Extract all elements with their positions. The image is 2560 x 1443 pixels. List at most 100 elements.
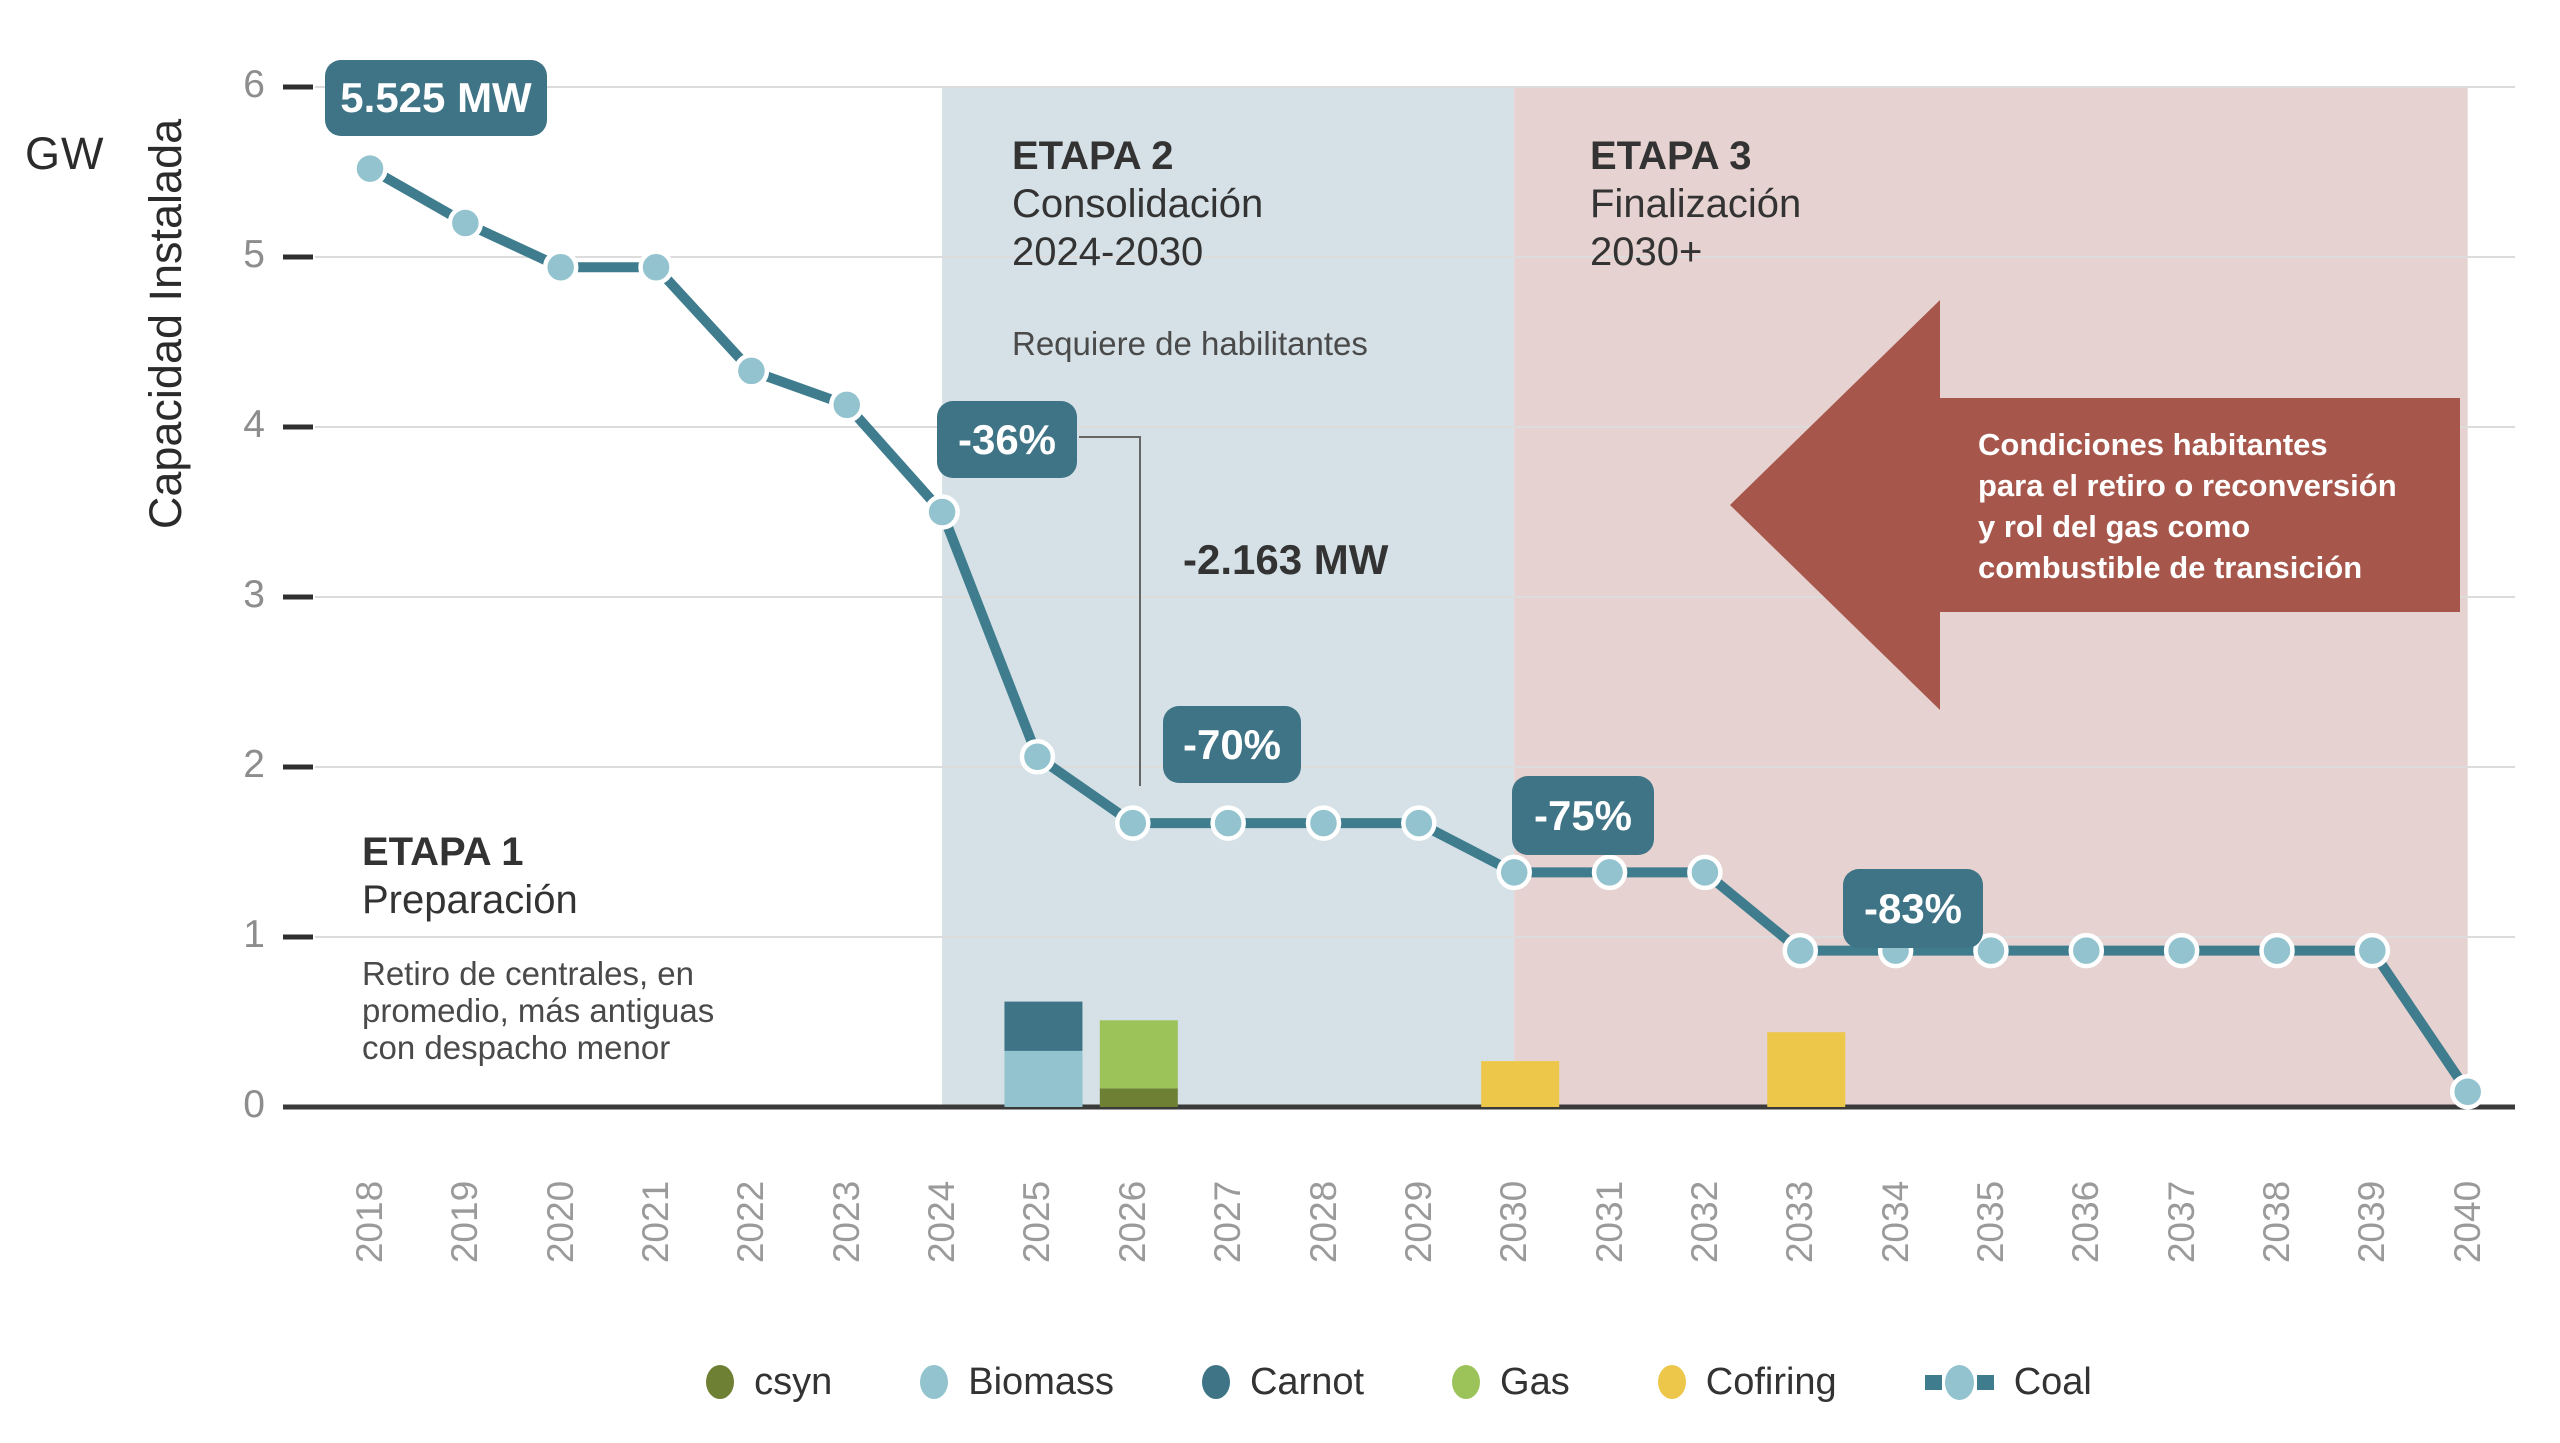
- csyn-swatch-icon: [706, 1365, 735, 1399]
- legend-label: csyn: [754, 1360, 833, 1403]
- legend-item-gas: Gas: [1452, 1361, 1570, 1404]
- x-tick-label-2028: 2028: [1302, 1180, 1344, 1264]
- x-tick-label-2029: 2029: [1397, 1180, 1439, 1264]
- delta-bracket-line: [1079, 436, 1141, 786]
- x-tick-label-2020: 2020: [539, 1180, 581, 1264]
- x-tick-label-2027: 2027: [1207, 1180, 1249, 1264]
- x-tick-label-2018: 2018: [349, 1180, 390, 1264]
- text-line: promedio, más antiguas: [362, 992, 715, 1029]
- y-tick-label-4: 4: [243, 403, 265, 446]
- bar-2026-Gas: [1099, 1020, 1178, 1089]
- text-line: Finalización: [1590, 182, 1802, 226]
- coal-point-2021: [638, 249, 674, 285]
- x-tick-label-2037: 2037: [2160, 1180, 2202, 1264]
- text-line: Consolidación: [1012, 182, 1264, 226]
- coal-point-2036: [2068, 932, 2105, 969]
- stage-1-note: Retiro de centrales, en promedio, más ant…: [362, 955, 714, 1066]
- x-tick-label-2031: 2031: [1588, 1180, 1630, 1264]
- coal-point-2033: [1782, 932, 1818, 969]
- legend-item-cofiring: Cofiring: [1657, 1360, 1837, 1404]
- x-tick-label-2022: 2022: [730, 1180, 772, 1264]
- biomass-swatch-icon: [920, 1365, 949, 1399]
- stage-2-title: ETAPA 2: [1012, 134, 1174, 178]
- x-tick-label-2026: 2026: [1111, 1180, 1153, 1264]
- legend-glyph: [1924, 1374, 1942, 1390]
- legend-label: Gas: [1500, 1360, 1570, 1403]
- legend-label: Biomass: [968, 1360, 1114, 1403]
- x-tick-label-2030: 2030: [1493, 1180, 1535, 1264]
- x-tick-label-2032: 2032: [1683, 1180, 1725, 1264]
- legend-item-biomass: Biomass: [920, 1361, 1114, 1404]
- badge--36-: -36%: [937, 401, 1077, 478]
- legend-glyph: [1976, 1374, 1994, 1390]
- coal-point-2025: [1019, 739, 1056, 775]
- legend-item-csyn: csyn: [706, 1361, 832, 1404]
- y-tick-label-5: 5: [243, 233, 265, 276]
- chart-legend: csyn Biomass Carnot Gas Cofiring Coal: [283, 1352, 2515, 1412]
- x-tick-label-2025: 2025: [1016, 1180, 1058, 1264]
- text-line: y rol del gas como: [1978, 509, 2251, 544]
- text-line: combustible de transición: [1978, 550, 2363, 585]
- stage-3-title: ETAPA 3: [1590, 134, 1752, 178]
- coal-point-2037: [2163, 932, 2200, 969]
- y-tick-label-1: 1: [243, 913, 265, 956]
- coal-point-2022: [733, 353, 770, 389]
- stage-1-label: ETAPA 1 Preparación: [362, 828, 578, 924]
- coal-point-2035: [1973, 932, 2009, 969]
- coal-point-2026: [1115, 805, 1151, 841]
- carnot-swatch-icon: [1201, 1365, 1230, 1399]
- y-tick-label-0: 0: [243, 1083, 265, 1126]
- text-line: Preparación: [362, 878, 578, 922]
- coal-point-2032: [1687, 854, 1723, 891]
- bar-2025-Biomass: [1004, 1050, 1083, 1107]
- coal-point-2023: [829, 387, 865, 423]
- left-arrow-shape: [1730, 300, 2460, 710]
- coal-point-2028: [1305, 805, 1342, 841]
- coal-point-2038: [2259, 932, 2295, 969]
- legend-item-coal: Coal: [1924, 1361, 2092, 1404]
- x-tick-label-2033: 2033: [1779, 1180, 1821, 1264]
- coal-point-2018: [352, 150, 388, 187]
- badge-5-525-mw: 5.525 MW: [325, 60, 547, 136]
- y-axis-unit-label: GW: [25, 128, 105, 179]
- coal-point-2020: [542, 249, 579, 285]
- bar-2033-Cofiring: [1767, 1032, 1846, 1107]
- y-axis-title: Capacidad Instalada: [140, 118, 191, 530]
- y-tick-label-2: 2: [243, 743, 265, 786]
- arrow-annotation-text: Condiciones habitantes para el retiro o r…: [1978, 424, 2397, 588]
- stage-3-label: ETAPA 3 Finalización 2030+: [1590, 132, 1801, 276]
- x-tick-label-2035: 2035: [1969, 1180, 2011, 1264]
- x-tick-label-2019: 2019: [444, 1180, 486, 1264]
- bar-2030-Cofiring: [1481, 1061, 1560, 1107]
- text-line: Retiro de centrales, en: [362, 955, 695, 992]
- coal-point-2031: [1591, 854, 1628, 891]
- legend-label: Cofiring: [1705, 1360, 1837, 1403]
- gas-swatch-icon: [1452, 1365, 1481, 1399]
- coal-line-marker-icon: [1924, 1364, 1994, 1400]
- stage-1-subtitle: Preparación: [362, 876, 578, 924]
- coal-point-2024: [924, 494, 960, 530]
- stage-3-subtitle: Finalización 2030+: [1590, 180, 1801, 276]
- x-tick-label-2034: 2034: [1874, 1180, 1916, 1264]
- x-tick-label-2039: 2039: [2351, 1180, 2393, 1264]
- coal-point-2040: [2449, 1073, 2486, 1110]
- cofiring-swatch-icon: [1657, 1365, 1686, 1399]
- legend-item-carnot: Carnot: [1201, 1360, 1365, 1404]
- text-line: 2024-2030: [1012, 230, 1204, 274]
- delta-mw-label: -2.163 MW: [1183, 536, 1389, 583]
- coal-point-2030: [1496, 854, 1532, 891]
- x-tick-label-2040: 2040: [2446, 1180, 2488, 1264]
- bar-2026-csyn: [1099, 1088, 1178, 1107]
- y-tick-label-6: 6: [243, 63, 265, 106]
- coal-point-2029: [1401, 805, 1437, 841]
- text-line: con despacho menor: [362, 1029, 671, 1066]
- badge--83-: -83%: [1843, 869, 1983, 948]
- stage-2-note: Requiere de habilitantes: [1012, 325, 1368, 362]
- legend-label: Carnot: [1249, 1360, 1365, 1403]
- coal-point-2039: [2354, 932, 2391, 969]
- bar-2025-Carnot: [1004, 1001, 1083, 1051]
- badge--70-: -70%: [1163, 706, 1301, 783]
- x-tick-label-2021: 2021: [635, 1180, 677, 1264]
- stage-1-title: ETAPA 1: [362, 830, 524, 874]
